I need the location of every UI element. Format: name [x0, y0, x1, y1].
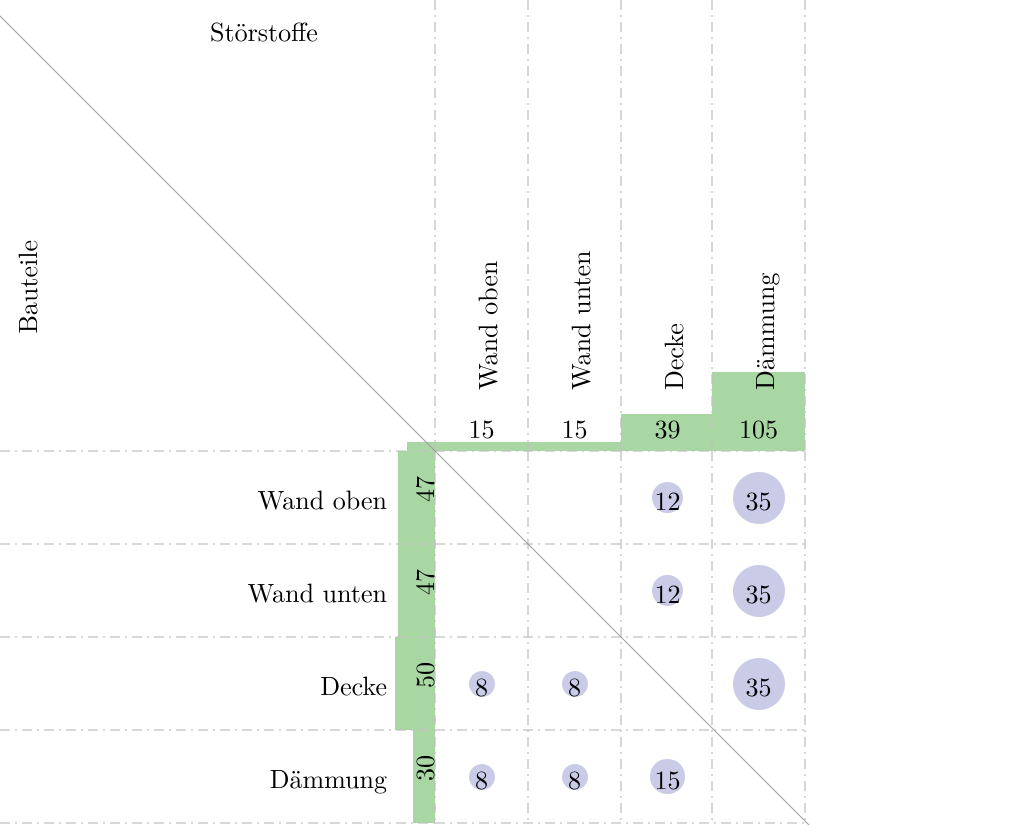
row-label-3: Dämmung: [270, 759, 387, 796]
cell-value-3-0: 8: [435, 760, 528, 797]
axis-title-top: Störstoffe: [210, 12, 318, 49]
row-total-1: 47: [405, 569, 442, 595]
matrix-chart: Störstoffe Bauteile Wand oben Wand unten Dec…: [0, 0, 1022, 825]
row-label-0: Wand oben: [258, 480, 387, 517]
col-total-2: 39: [621, 409, 714, 446]
row-total-0: 47: [405, 476, 442, 502]
row-label-2: Decke: [320, 666, 387, 703]
cell-value-2-3: 35: [712, 667, 805, 704]
col-label-0: Wand oben: [468, 245, 505, 390]
row-label-1: Wand unten: [248, 573, 387, 610]
cell-value-3-1: 8: [528, 760, 621, 797]
axis-title-left: Bauteile: [8, 240, 45, 334]
cell-value-2-0: 8: [435, 667, 528, 704]
col-total-0: 15: [435, 409, 528, 446]
cell-value-0-2: 12: [621, 481, 714, 518]
col-label-2: Decke: [654, 245, 691, 390]
cell-value-2-1: 8: [528, 667, 621, 704]
col-label-3: Dämmung: [745, 245, 782, 390]
col-total-1: 15: [528, 409, 621, 446]
col-label-1: Wand unten: [561, 245, 598, 390]
cell-value-1-3: 35: [712, 574, 805, 611]
cell-value-0-3: 35: [712, 481, 805, 518]
col-total-3: 105: [712, 409, 805, 446]
cell-value-3-2: 15: [621, 760, 714, 797]
cell-value-1-2: 12: [621, 574, 714, 611]
